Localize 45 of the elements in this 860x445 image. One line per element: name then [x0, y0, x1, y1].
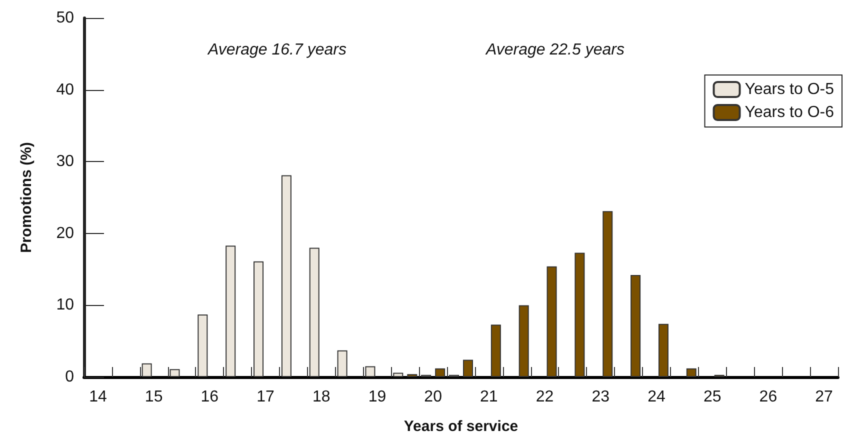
bar [658, 324, 668, 377]
x-tick-label: 23 [592, 388, 610, 406]
bar [630, 275, 641, 377]
bar [142, 363, 152, 377]
x-tick-label: 22 [536, 388, 554, 406]
y-tick-label: 10 [56, 296, 74, 314]
y-axis-title: Promotions (%) [18, 142, 35, 253]
bar [435, 368, 446, 377]
bar [198, 314, 208, 377]
bar [281, 175, 292, 377]
x-tick-label: 18 [312, 388, 330, 406]
x-tick-label: 16 [200, 388, 219, 406]
legend-label: Years to O-5 [744, 81, 834, 98]
annotation: Average 22.5 years [485, 42, 624, 58]
bar [254, 261, 264, 377]
y-tick-label: 50 [56, 10, 74, 26]
x-tick-label: 17 [256, 388, 275, 406]
bar [337, 350, 348, 377]
y-tick-label: 30 [56, 153, 74, 170]
bar [226, 246, 236, 377]
x-tick-label: 21 [480, 388, 498, 406]
bar [365, 366, 376, 377]
x-tick-label: 25 [703, 388, 722, 406]
x-tick-label: 24 [648, 388, 666, 406]
x-tick-label: 15 [144, 388, 163, 406]
annotation: Average 16.7 years [207, 42, 346, 58]
x-tick-label: 20 [424, 388, 442, 406]
y-tick-label: 20 [56, 224, 74, 242]
x-tick-label: 19 [368, 388, 386, 406]
bar [309, 248, 320, 377]
bar [574, 252, 585, 377]
x-axis-title: Years of service [404, 418, 518, 435]
y-tick-label: 0 [65, 368, 74, 386]
bar [602, 211, 613, 377]
bar [518, 305, 529, 377]
bar [686, 368, 696, 377]
bar [490, 324, 501, 377]
bar [463, 360, 473, 377]
bar [170, 369, 180, 377]
bar [546, 266, 557, 377]
x-tick-label: 27 [815, 388, 834, 406]
y-tick-label: 40 [56, 81, 74, 98]
legend-label: Years to O-6 [744, 104, 834, 121]
x-tick-label: 14 [89, 388, 107, 406]
x-tick-label: 26 [759, 388, 778, 406]
